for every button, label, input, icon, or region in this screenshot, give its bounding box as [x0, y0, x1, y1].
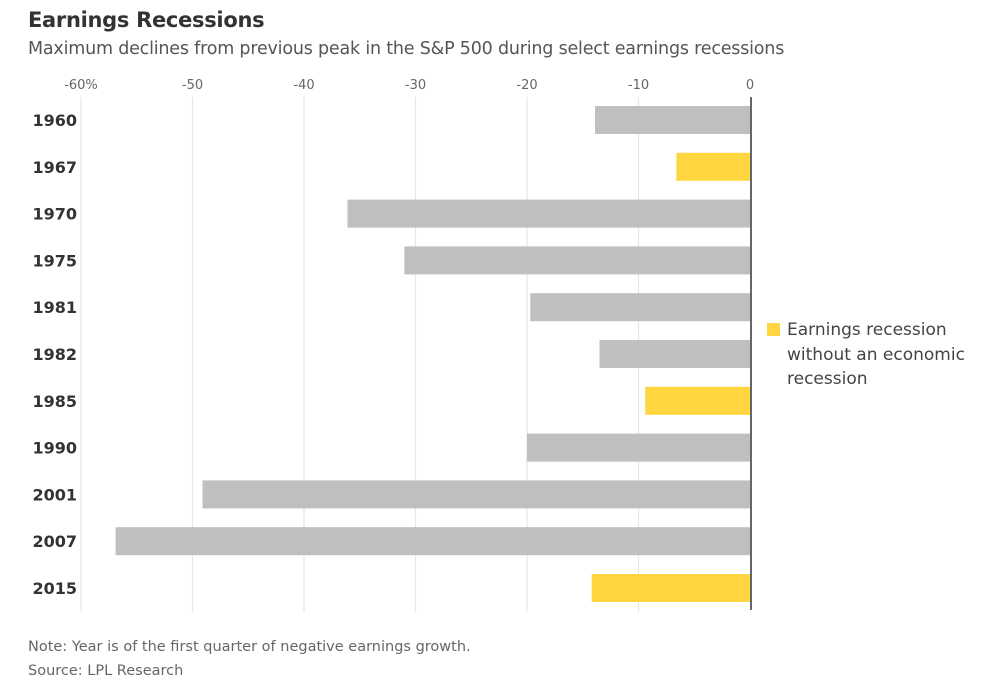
category-label: 1970: [32, 205, 77, 224]
category-label: 2015: [32, 579, 77, 598]
legend-label: Earnings recession without an economic r…: [787, 320, 965, 389]
chart-source: Source: LPL Research: [28, 663, 184, 679]
x-tick-label: -60%: [64, 78, 98, 93]
x-tick-label: -50: [182, 78, 203, 93]
bar-2001: [202, 480, 750, 509]
category-label: 1990: [32, 439, 77, 458]
x-tick-label: -30: [405, 78, 426, 93]
bar-1985: [645, 386, 750, 415]
chart-title: Earnings Recessions: [28, 8, 265, 32]
bar-1981: [530, 293, 750, 322]
x-tick-label: -20: [516, 78, 537, 93]
category-label: 2007: [32, 532, 77, 551]
y-axis-categories: 1960 1967 1970 1975 1981 1982 1985 1990 2001 2007…: [32, 111, 77, 598]
bar-1967: [676, 152, 750, 181]
bar-1975: [404, 246, 750, 275]
category-label: 1985: [32, 392, 77, 411]
legend-swatch: [767, 323, 780, 336]
category-label: 1982: [32, 345, 77, 364]
bars: [115, 106, 750, 602]
chart-note: Note: Year is of the first quarter of ne…: [28, 639, 471, 655]
bar-1990: [527, 433, 750, 462]
bar-1970: [347, 199, 750, 228]
category-label: 2001: [32, 485, 77, 504]
bar-1982: [599, 340, 750, 368]
bar-2015: [591, 574, 750, 602]
x-axis-ticks: -60% -50 -40 -30 -20 -10 0: [64, 78, 754, 93]
category-label: 1967: [32, 158, 77, 177]
x-tick-label: -40: [293, 78, 314, 93]
chart-subtitle: Maximum declines from previous peak in t…: [28, 39, 785, 59]
category-label: 1975: [32, 251, 77, 270]
x-tick-label: -10: [628, 78, 649, 93]
x-tick-label: 0: [746, 78, 754, 93]
category-label: 1960: [32, 111, 77, 130]
bar-2007: [115, 527, 750, 556]
bar-1960: [595, 106, 750, 134]
category-label: 1981: [32, 298, 77, 317]
